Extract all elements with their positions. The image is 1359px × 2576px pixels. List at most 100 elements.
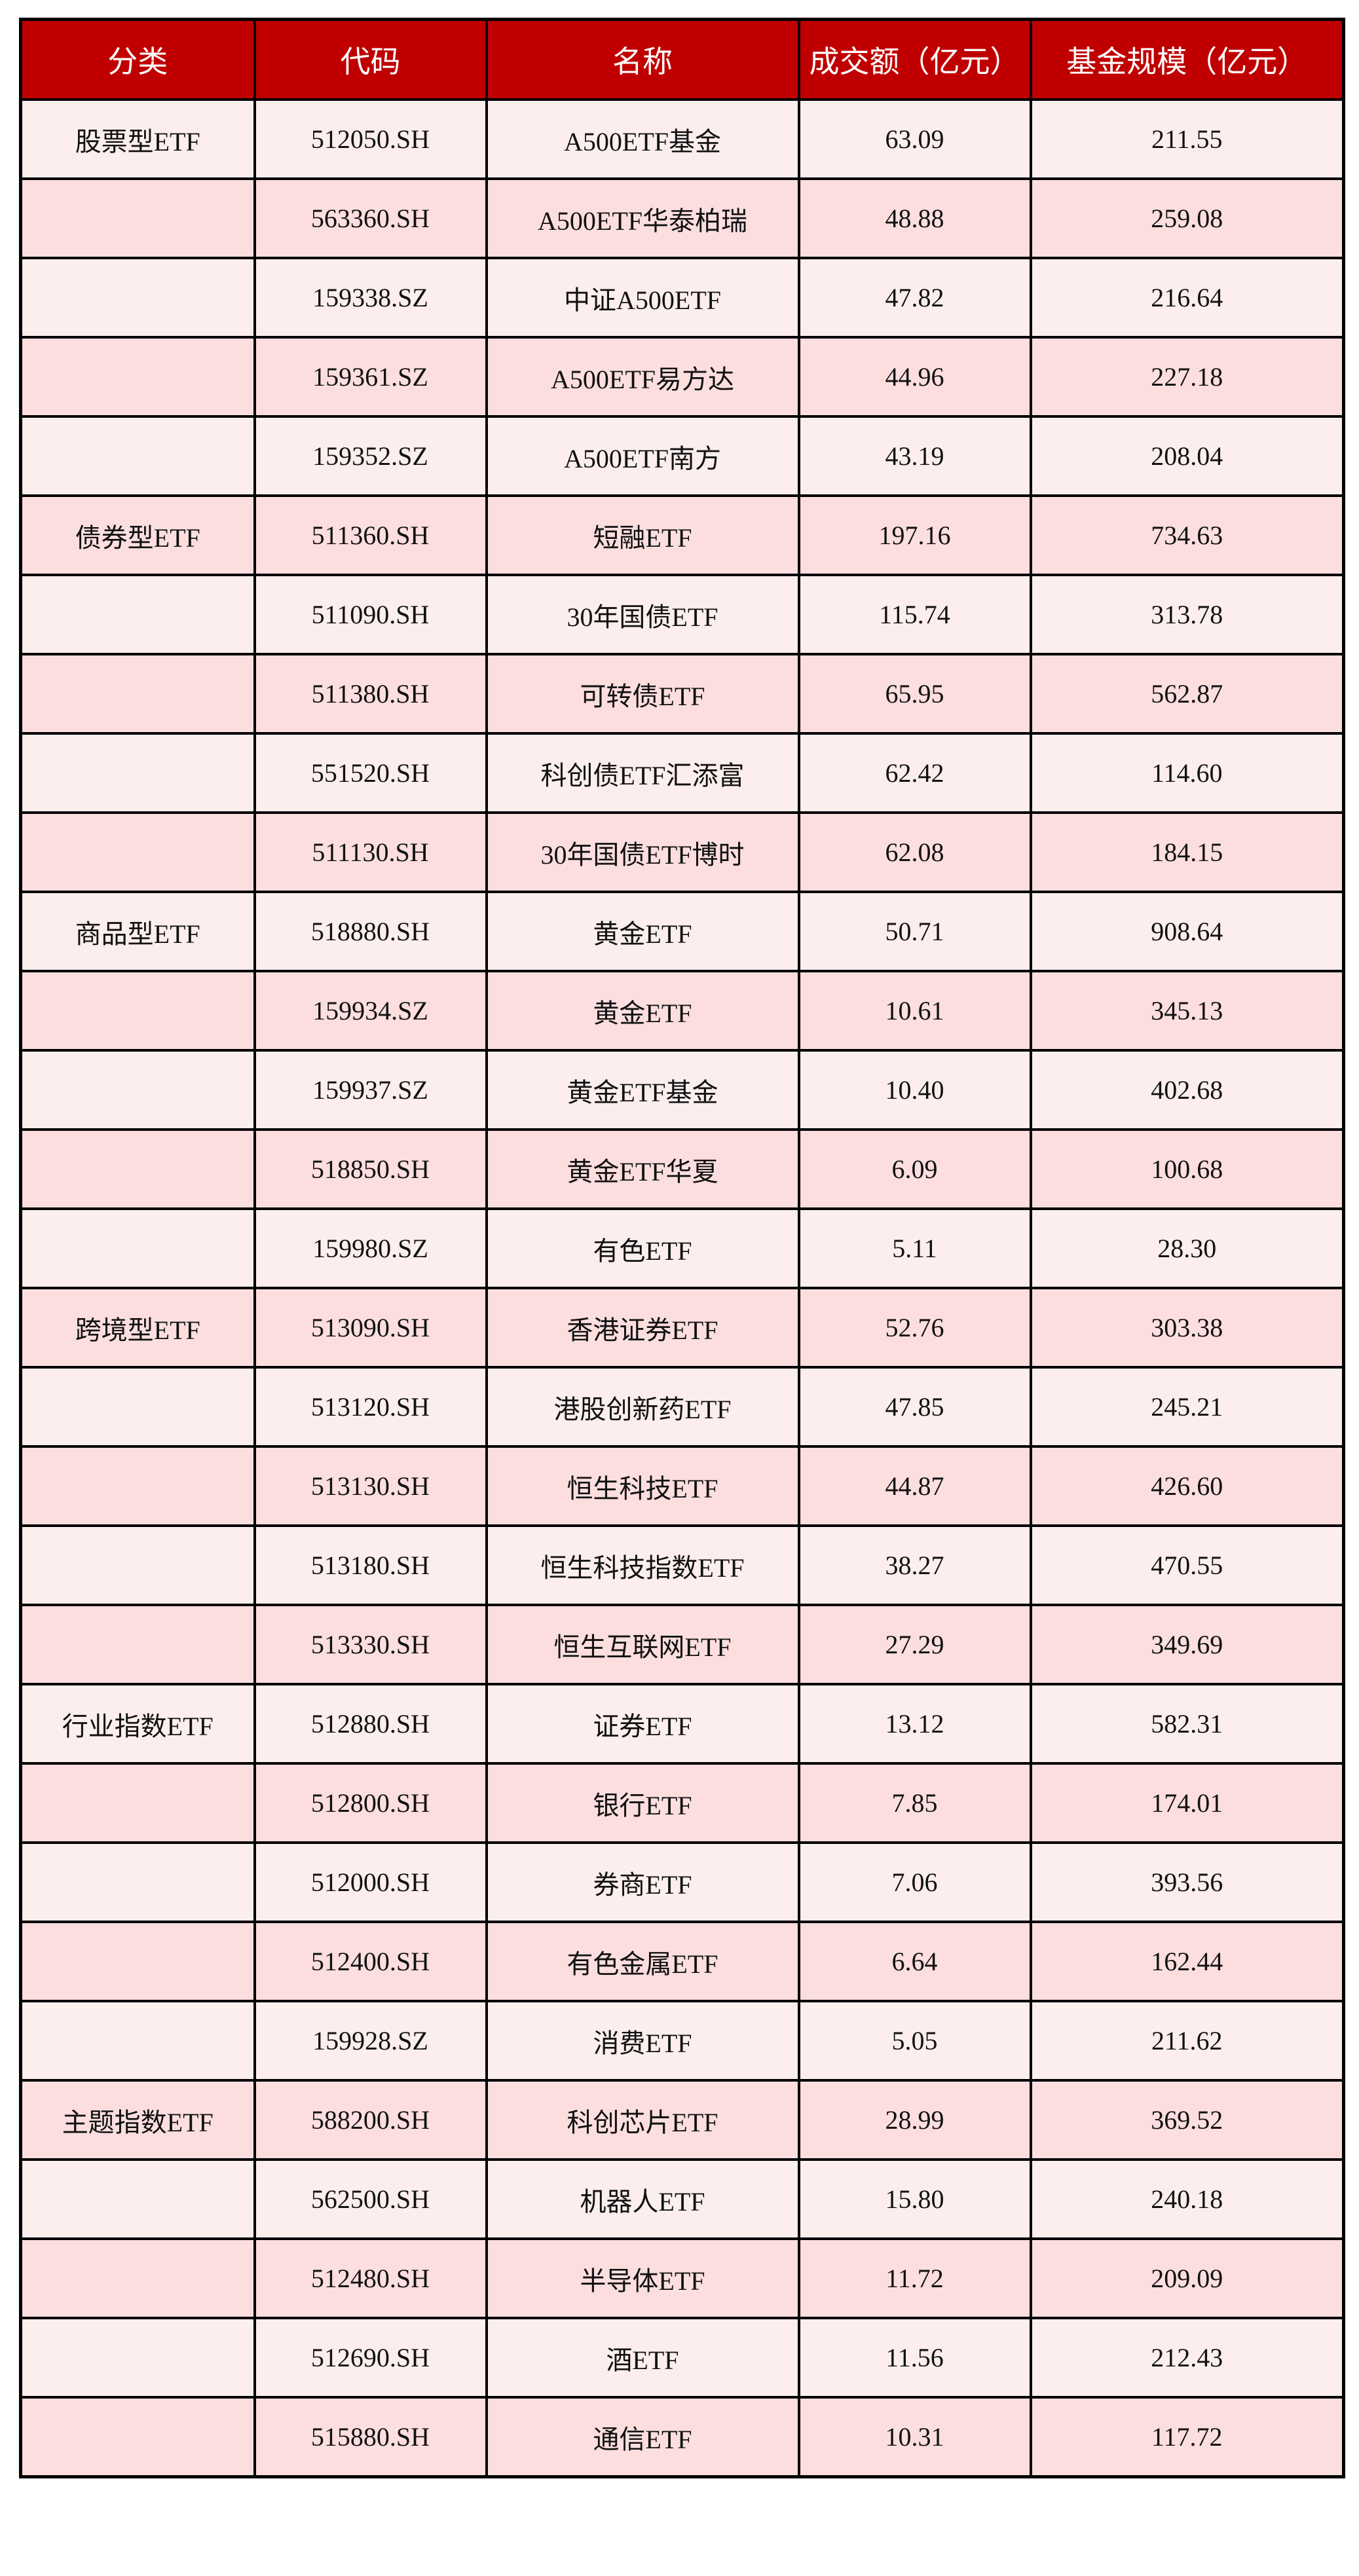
cell-fund-size: 28.30 — [1029, 1207, 1345, 1289]
cell-name: A500ETF华泰柏瑞 — [485, 177, 800, 259]
cell-fund-size: 426.60 — [1029, 1445, 1345, 1527]
cell-category — [19, 2396, 256, 2478]
cell-code: 512400.SH — [253, 1921, 488, 2002]
cell-category — [19, 1445, 256, 1527]
cell-turnover: 10.40 — [797, 1049, 1032, 1131]
cell-name: 科创债ETF汇添富 — [485, 732, 800, 814]
cell-fund-size: 227.18 — [1029, 336, 1345, 418]
cell-fund-size: 345.13 — [1029, 970, 1345, 1052]
cell-category — [19, 1524, 256, 1606]
cell-fund-size: 240.18 — [1029, 2158, 1345, 2240]
table-row: 511090.SH 30年国债ETF 115.74 313.78 — [19, 574, 1345, 655]
table-row: 159980.SZ 有色ETF 5.11 28.30 — [19, 1207, 1345, 1289]
cell-category — [19, 1128, 256, 1210]
cell-name: 黄金ETF — [485, 891, 800, 972]
cell-code: 513090.SH — [253, 1287, 488, 1369]
cell-code: 518850.SH — [253, 1128, 488, 1210]
cell-code: 512050.SH — [253, 98, 488, 180]
cell-fund-size: 582.31 — [1029, 1683, 1345, 1765]
etf-table: 分类 代码 名称 成交额（亿元） 基金规模（亿元） 股票型ETF 512050.S… — [19, 18, 1345, 2478]
cell-category — [19, 811, 256, 893]
cell-name: A500ETF南方 — [485, 415, 800, 497]
cell-code: 159928.SZ — [253, 2000, 488, 2082]
cell-turnover: 5.05 — [797, 2000, 1032, 2082]
table-row: 513330.SH 恒生互联网ETF 27.29 349.69 — [19, 1604, 1345, 1685]
cell-code: 513180.SH — [253, 1524, 488, 1606]
cell-code: 515880.SH — [253, 2396, 488, 2478]
cell-category: 行业指数ETF — [19, 1683, 256, 1765]
cell-code: 562500.SH — [253, 2158, 488, 2240]
cell-name: 证券ETF — [485, 1683, 800, 1765]
cell-turnover: 48.88 — [797, 177, 1032, 259]
cell-turnover: 115.74 — [797, 574, 1032, 655]
cell-turnover: 50.71 — [797, 891, 1032, 972]
table-row: 跨境型ETF 513090.SH 香港证券ETF 52.76 303.38 — [19, 1287, 1345, 1369]
cell-turnover: 62.08 — [797, 811, 1032, 893]
cell-fund-size: 470.55 — [1029, 1524, 1345, 1606]
cell-turnover: 11.72 — [797, 2237, 1032, 2319]
cell-turnover: 63.09 — [797, 98, 1032, 180]
cell-fund-size: 208.04 — [1029, 415, 1345, 497]
cell-fund-size: 908.64 — [1029, 891, 1345, 972]
header-category: 分类 — [19, 18, 256, 101]
cell-turnover: 43.19 — [797, 415, 1032, 497]
cell-name: 半导体ETF — [485, 2237, 800, 2319]
cell-category — [19, 1921, 256, 2002]
cell-turnover: 47.82 — [797, 257, 1032, 339]
table-row: 159352.SZ A500ETF南方 43.19 208.04 — [19, 415, 1345, 497]
cell-code: 159361.SZ — [253, 336, 488, 418]
cell-fund-size: 259.08 — [1029, 177, 1345, 259]
cell-turnover: 44.87 — [797, 1445, 1032, 1527]
cell-category: 跨境型ETF — [19, 1287, 256, 1369]
cell-turnover: 62.42 — [797, 732, 1032, 814]
cell-name: 有色ETF — [485, 1207, 800, 1289]
table-row: 159361.SZ A500ETF易方达 44.96 227.18 — [19, 336, 1345, 418]
cell-turnover: 197.16 — [797, 494, 1032, 576]
cell-category — [19, 1049, 256, 1131]
cell-category — [19, 2317, 256, 2399]
cell-fund-size: 117.72 — [1029, 2396, 1345, 2478]
cell-name: A500ETF易方达 — [485, 336, 800, 418]
cell-turnover: 38.27 — [797, 1524, 1032, 1606]
table-row: 513180.SH 恒生科技指数ETF 38.27 470.55 — [19, 1524, 1345, 1606]
table-row: 股票型ETF 512050.SH A500ETF基金 63.09 211.55 — [19, 98, 1345, 180]
cell-code: 159937.SZ — [253, 1049, 488, 1131]
cell-category: 主题指数ETF — [19, 2079, 256, 2161]
cell-code: 511380.SH — [253, 653, 488, 735]
cell-turnover: 10.31 — [797, 2396, 1032, 2478]
cell-code: 512480.SH — [253, 2237, 488, 2319]
cell-turnover: 44.96 — [797, 336, 1032, 418]
cell-code: 511360.SH — [253, 494, 488, 576]
cell-code: 511130.SH — [253, 811, 488, 893]
cell-code: 512690.SH — [253, 2317, 488, 2399]
cell-category: 股票型ETF — [19, 98, 256, 180]
cell-fund-size: 313.78 — [1029, 574, 1345, 655]
cell-name: 有色金属ETF — [485, 1921, 800, 2002]
cell-fund-size: 162.44 — [1029, 1921, 1345, 2002]
cell-turnover: 6.09 — [797, 1128, 1032, 1210]
header-turnover: 成交额（亿元） — [797, 18, 1032, 101]
cell-fund-size: 393.56 — [1029, 1841, 1345, 1923]
table-row: 513130.SH 恒生科技ETF 44.87 426.60 — [19, 1445, 1345, 1527]
cell-category — [19, 574, 256, 655]
cell-turnover: 7.85 — [797, 1762, 1032, 1844]
cell-category — [19, 177, 256, 259]
cell-fund-size: 303.38 — [1029, 1287, 1345, 1369]
table-row: 518850.SH 黄金ETF华夏 6.09 100.68 — [19, 1128, 1345, 1210]
table-row: 511380.SH 可转债ETF 65.95 562.87 — [19, 653, 1345, 735]
table-row: 562500.SH 机器人ETF 15.80 240.18 — [19, 2158, 1345, 2240]
cell-category — [19, 336, 256, 418]
table-row: 512400.SH 有色金属ETF 6.64 162.44 — [19, 1921, 1345, 2002]
cell-name: 通信ETF — [485, 2396, 800, 2478]
cell-code: 563360.SH — [253, 177, 488, 259]
cell-code: 513130.SH — [253, 1445, 488, 1527]
cell-code: 518880.SH — [253, 891, 488, 972]
cell-code: 512800.SH — [253, 1762, 488, 1844]
cell-turnover: 5.11 — [797, 1207, 1032, 1289]
table-row: 512800.SH 银行ETF 7.85 174.01 — [19, 1762, 1345, 1844]
header-row: 分类 代码 名称 成交额（亿元） 基金规模（亿元） — [19, 18, 1345, 101]
cell-category — [19, 1762, 256, 1844]
cell-fund-size: 209.09 — [1029, 2237, 1345, 2319]
cell-fund-size: 216.64 — [1029, 257, 1345, 339]
cell-code: 551520.SH — [253, 732, 488, 814]
